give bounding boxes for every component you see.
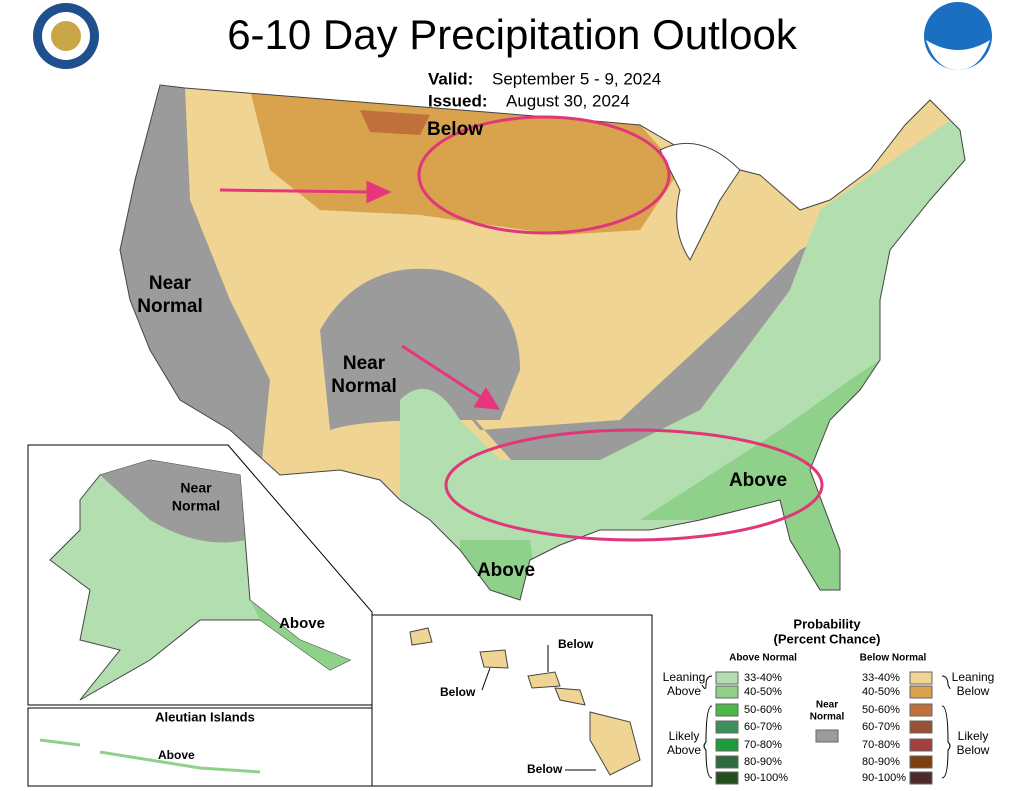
- us-outline: [119, 84, 966, 601]
- legend-header: Above Normal: [729, 653, 797, 664]
- near-label: Near: [816, 700, 838, 711]
- region-label: Normal: [137, 296, 202, 317]
- legend-title: Probability: [793, 616, 861, 631]
- legend-swatch: [909, 720, 933, 734]
- valid-date: September 5 - 9, 2024: [492, 69, 661, 88]
- region-label: Near: [180, 480, 212, 496]
- group-label: Below: [957, 684, 990, 698]
- legend-item-label: 33-40%: [744, 672, 782, 684]
- region-label: Above: [158, 748, 195, 762]
- group-label: Leaning: [952, 670, 995, 684]
- legend-swatch: [815, 729, 839, 743]
- conus: [120, 85, 965, 600]
- legend-swatch: [909, 738, 933, 752]
- legend-item-label: 40-50%: [862, 686, 900, 698]
- issued-label: Issued:: [428, 91, 488, 110]
- region-label: Normal: [331, 376, 396, 397]
- region-label: Near: [149, 273, 192, 294]
- legend-item-label: 80-90%: [744, 756, 782, 768]
- legend-swatch: [909, 771, 933, 785]
- legend-swatch: [715, 738, 739, 752]
- aleutian-inset: Aleutian Islands Above: [27, 707, 373, 787]
- issued-date: August 30, 2024: [506, 91, 630, 110]
- legend-swatch: [909, 685, 933, 699]
- near-label: Normal: [810, 712, 845, 723]
- legend-item-label: 50-60%: [744, 704, 782, 716]
- legend-item-label: 60-70%: [862, 721, 900, 733]
- legend-item-label: 90-100%: [862, 772, 906, 784]
- legend-item-label: 70-80%: [744, 739, 782, 751]
- legend-swatch: [715, 703, 739, 717]
- inset-title: Aleutian Islands: [155, 709, 255, 724]
- legend-item-label: 50-60%: [862, 704, 900, 716]
- region-label: Below: [440, 685, 476, 699]
- legend-subtitle: (Percent Chance): [774, 631, 881, 646]
- legend-swatch: [909, 671, 933, 685]
- alaska-inset: Near Normal Above: [27, 444, 373, 706]
- region-label: Below: [527, 762, 563, 776]
- group-label: Likely: [958, 729, 989, 743]
- arrows: [219, 180, 500, 410]
- legend-swatch: [909, 755, 933, 769]
- seal-commerce: [33, 3, 99, 69]
- legend-swatch: [715, 771, 739, 785]
- legend-item-label: 33-40%: [862, 672, 900, 684]
- legend-item-label: 70-80%: [862, 739, 900, 751]
- legend-swatch: [715, 685, 739, 699]
- region-label: Normal: [172, 498, 220, 514]
- valid-label: Valid:: [428, 69, 473, 88]
- legend-item-label: 60-70%: [744, 721, 782, 733]
- legend-swatch: [715, 720, 739, 734]
- legend-swatch: [909, 703, 933, 717]
- region-label: Below: [427, 119, 483, 140]
- legend: Probability (Percent Chance) Above Norma…: [663, 616, 995, 785]
- region-label: Above: [477, 560, 535, 581]
- region-label: Above: [729, 470, 787, 491]
- legend-swatch: [715, 671, 739, 685]
- group-label: Likely: [669, 729, 700, 743]
- group-label: Below: [957, 743, 990, 757]
- highlight-ellipse: [444, 428, 824, 542]
- region-label: Above: [279, 615, 325, 632]
- group-label: Leaning: [663, 670, 706, 684]
- hawaii-inset: Below Below Below: [371, 614, 653, 787]
- legend-swatch: [715, 755, 739, 769]
- title: 6-10 Day Precipitation Outlook: [227, 11, 798, 58]
- group-label: Above: [667, 743, 701, 757]
- highlight-ellipse: [417, 115, 671, 235]
- great-lakes: [659, 142, 741, 261]
- legend-item-label: 80-90%: [862, 756, 900, 768]
- group-label: Above: [667, 684, 701, 698]
- region-label: Below: [558, 637, 594, 651]
- legend-item-label: 90-100%: [744, 772, 788, 784]
- region-label: Near: [343, 353, 386, 374]
- noaa-logo: [924, 2, 992, 70]
- legend-header: Below Normal: [860, 653, 927, 664]
- legend-item-label: 40-50%: [744, 686, 782, 698]
